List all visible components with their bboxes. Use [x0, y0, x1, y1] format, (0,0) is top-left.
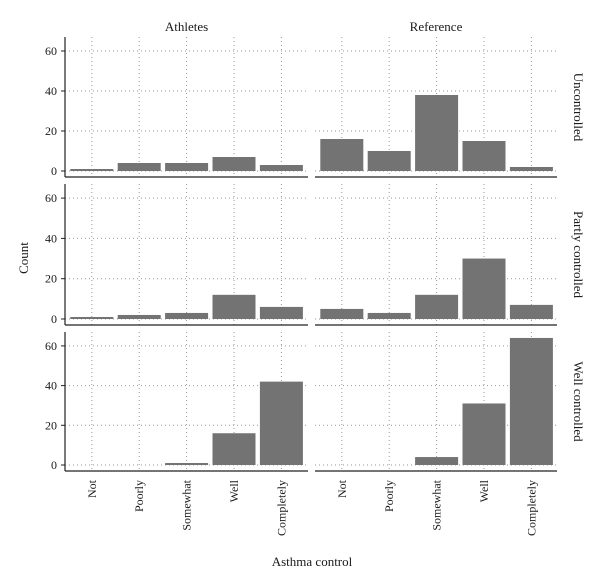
bar-completely [259, 306, 303, 319]
panel-well-controlled-reference [315, 332, 557, 472]
x-tick-label-athletes-poorly: Poorly [132, 480, 146, 512]
x-tick-label-reference-somewhat: Somewhat [430, 479, 444, 530]
bar-somewhat [415, 457, 459, 465]
x-tick-label-athletes-well: Well [227, 479, 241, 502]
bar-completely [259, 165, 303, 171]
bar-poorly [367, 151, 411, 171]
x-tick-label-reference-not: Not [335, 479, 349, 498]
bar-somewhat [415, 294, 459, 319]
bar-somewhat [415, 95, 459, 171]
y-tick-label-0: 0 [51, 164, 57, 178]
panel-partly-controlled-reference [315, 184, 557, 326]
row-label-partly-controlled: Partly controlled [571, 211, 586, 299]
y-tick-label-60: 60 [45, 44, 57, 58]
y-tick-label-40: 40 [45, 379, 57, 393]
y-tick-label-60: 60 [45, 191, 57, 205]
x-tick-label-athletes-somewhat: Somewhat [180, 479, 194, 530]
bar-completely [509, 304, 553, 319]
bar-well [212, 157, 256, 171]
bar-somewhat [165, 463, 209, 465]
y-tick-label-0: 0 [51, 458, 57, 472]
bar-poorly [117, 163, 161, 171]
column-strip-labels: Athletes Reference [165, 19, 463, 34]
column-label-reference: Reference [410, 19, 463, 34]
x-tick-label-reference-completely: Completely [524, 480, 538, 536]
bar-somewhat [165, 163, 209, 171]
bar-completely [259, 381, 303, 465]
y-tick-label-40: 40 [45, 84, 57, 98]
bar-not [70, 316, 114, 319]
bar-well [462, 141, 506, 171]
bar-completely [509, 167, 553, 171]
panel-uncontrolled-athletes: 0 20 40 60 [45, 37, 308, 178]
bar-poorly [367, 312, 411, 319]
bar-well [462, 403, 506, 465]
bar-well [212, 433, 256, 465]
bar-not [70, 169, 114, 171]
bar-well [462, 258, 506, 319]
x-tick-labels: Not Poorly Somewhat Well Completely Not Poorly… [85, 479, 539, 536]
y-tick-label-40: 40 [45, 231, 57, 245]
x-axis-title: Asthma control [272, 554, 353, 569]
y-tick-label-20: 20 [45, 124, 57, 138]
bar-poorly [117, 314, 161, 319]
panel-partly-controlled-athletes: 0 20 40 60 [45, 184, 308, 326]
column-label-athletes: Athletes [165, 19, 208, 34]
y-tick-label-0: 0 [51, 312, 57, 326]
row-label-uncontrolled: Uncontrolled [571, 73, 586, 142]
x-tick-label-reference-poorly: Poorly [382, 480, 396, 512]
bar-completely [509, 337, 553, 465]
row-strip-labels: Uncontrolled Partly controlled Well contro… [571, 73, 586, 442]
panels: 0 20 40 60 0 20 40 60 0 20 40 60 [45, 37, 557, 472]
bar-somewhat [165, 312, 209, 319]
y-tick-label-20: 20 [45, 418, 57, 432]
panel-uncontrolled-reference [315, 37, 557, 178]
bar-not [320, 139, 364, 171]
bar-not [320, 308, 364, 319]
y-tick-label-60: 60 [45, 339, 57, 353]
panel-well-controlled-athletes: 0 20 40 60 [45, 332, 308, 472]
x-tick-label-athletes-completely: Completely [274, 480, 288, 536]
x-tick-label-athletes-not: Not [85, 479, 99, 498]
y-axis-title: Count [16, 242, 31, 274]
x-tick-label-reference-well: Well [477, 479, 491, 502]
bar-well [212, 294, 256, 319]
row-label-well-controlled: Well controlled [571, 361, 586, 442]
y-tick-label-20: 20 [45, 272, 57, 286]
